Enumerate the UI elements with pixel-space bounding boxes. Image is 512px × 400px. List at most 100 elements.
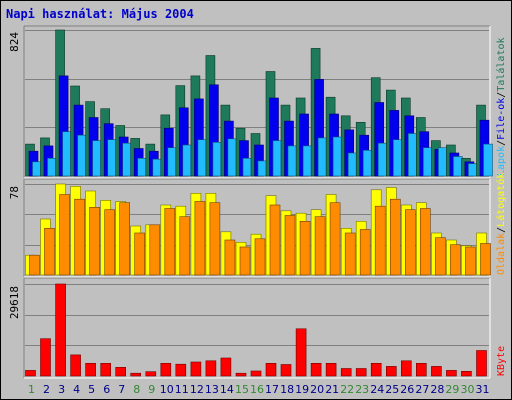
- bar-bottom-series-0-day-3: [55, 283, 66, 377]
- bar-bottom-series-0-day-10: [160, 362, 172, 377]
- chart-title: Napi használat: Május 2004: [6, 7, 194, 21]
- bar-top-series-2-day-5: [92, 140, 102, 177]
- bar-top-series-2-day-19: [302, 145, 313, 177]
- bar-bottom-series-0-day-4: [70, 354, 81, 377]
- bar-middle-series-1-day-7: [119, 202, 130, 276]
- bar-bottom-series-0-day-13: [205, 360, 217, 377]
- bar-top-series-2-day-25: [392, 139, 403, 177]
- bar-bottom-series-0-day-11: [175, 363, 187, 377]
- bar-bottom-series-0-day-22: [340, 368, 352, 377]
- bar-bottom-series-0-day-15: [235, 372, 247, 377]
- bar-bottom-series-0-day-2: [40, 338, 51, 377]
- panel-bottom: [23, 277, 491, 379]
- bar-middle-series-1-day-3: [59, 194, 70, 276]
- legend-top: Lapok/File-ok/Találatok: [495, 37, 507, 176]
- bar-middle-series-1-day-21: [329, 202, 341, 276]
- bar-middle-series-1-day-14: [224, 239, 236, 276]
- bar-middle-series-1-day-5: [89, 207, 100, 276]
- bar-middle-series-1-day-22: [344, 232, 356, 276]
- bar-bottom-series-0-day-24: [370, 362, 382, 377]
- x-tick-label-day-16: 16: [250, 383, 264, 396]
- y-axis-max-label: 824: [8, 32, 21, 52]
- bar-bottom-series-0-day-8: [130, 372, 141, 377]
- x-tick-label-day-30: 30: [461, 383, 475, 396]
- bar-bottom-series-0-day-30: [461, 370, 472, 377]
- x-tick-label-day-24: 24: [370, 383, 384, 396]
- bar-middle-series-1-day-20: [314, 216, 326, 276]
- bar-top-series-2-day-18: [287, 145, 298, 177]
- bar-top-series-2-day-17: [272, 140, 283, 177]
- x-tick-label-day-28: 28: [430, 383, 444, 396]
- bar-middle-series-1-day-11: [179, 216, 191, 276]
- x-tick-label-day-9: 9: [148, 383, 155, 396]
- legend-entry: Oldalak: [496, 233, 507, 275]
- bar-top-series-2-day-12: [197, 139, 208, 177]
- bar-top-series-2-day-7: [122, 142, 132, 177]
- bar-middle-series-1-day-2: [44, 228, 55, 276]
- panel-top: [23, 25, 493, 179]
- bar-middle-series-1-day-18: [284, 215, 296, 276]
- bar-middle-series-1-day-17: [269, 204, 281, 276]
- bar-middle-series-1-day-4: [74, 198, 85, 276]
- bar-top-series-2-day-14: [227, 138, 238, 177]
- bar-top-series-2-day-28: [438, 147, 448, 177]
- bar-bottom-series-0-day-9: [145, 371, 157, 377]
- bar-middle-series-1-day-30: [465, 246, 476, 276]
- bar-bottom-series-0-day-1: [25, 370, 36, 377]
- bar-bottom-series-0-day-21: [325, 362, 337, 377]
- bar-top-series-2-day-15: [242, 158, 253, 177]
- x-tick-label-day-10: 10: [160, 383, 174, 396]
- x-tick-label-day-13: 13: [205, 383, 219, 396]
- bar-top-series-2-day-27: [422, 147, 433, 177]
- bar-middle-series-1-day-29: [450, 244, 461, 276]
- bar-top-series-2-day-21: [332, 136, 343, 177]
- legend-entry: Lapok: [496, 146, 507, 176]
- x-tick-label-day-27: 27: [415, 383, 429, 396]
- bar-middle-series-1-day-24: [374, 205, 386, 276]
- x-tick-label-day-11: 11: [175, 383, 189, 396]
- x-tick-label-day-31: 31: [476, 383, 490, 396]
- bar-middle-series-1-day-1: [29, 254, 40, 276]
- x-tick-label-day-26: 26: [400, 383, 414, 396]
- bar-top-series-2-day-2: [47, 158, 57, 177]
- bar-middle-series-1-day-16: [254, 238, 266, 276]
- y-axis-max-label: 29618: [8, 286, 21, 319]
- x-tick-label-day-4: 4: [73, 383, 80, 396]
- x-tick-label-day-6: 6: [103, 383, 110, 396]
- bar-bottom-series-0-day-23: [355, 368, 367, 377]
- bar-middle-series-1-day-13: [209, 202, 221, 276]
- x-tick-label-day-15: 15: [235, 383, 249, 396]
- bar-top-series-2-day-24: [377, 142, 388, 177]
- bar-bottom-series-0-day-12: [190, 361, 202, 377]
- bar-top-series-2-day-3: [62, 131, 72, 177]
- bar-top-series-2-day-4: [77, 134, 87, 177]
- bar-middle-series-1-day-10: [164, 208, 176, 276]
- bar-bottom-series-0-day-20: [310, 362, 322, 377]
- x-tick-label-day-25: 25: [385, 383, 399, 396]
- legend-separator: /: [496, 227, 507, 233]
- bar-bottom-series-0-day-18: [280, 364, 292, 377]
- legend-separator: /: [496, 92, 507, 98]
- x-tick-label-day-20: 20: [310, 383, 324, 396]
- bar-top-series-2-day-29: [453, 156, 463, 177]
- panel-middle: [23, 178, 491, 278]
- y-axis-max-label: 78: [8, 186, 21, 199]
- x-tick-label-day-17: 17: [265, 383, 279, 396]
- bar-top-series-2-day-10: [167, 147, 178, 177]
- legend-entry: Találatok: [495, 37, 507, 91]
- bar-top-series-2-day-30: [468, 163, 478, 177]
- legend-entry: KByte: [496, 346, 507, 376]
- panel-background: [24, 278, 490, 378]
- x-tick-label-day-22: 22: [340, 383, 354, 396]
- bar-top-series-2-day-31: [483, 143, 493, 177]
- x-tick-label-day-23: 23: [355, 383, 369, 396]
- bar-bottom-series-0-day-14: [220, 357, 232, 377]
- x-tick-label-day-29: 29: [445, 383, 459, 396]
- bar-top-series-2-day-11: [182, 144, 193, 177]
- bar-bottom-series-0-day-26: [400, 360, 412, 377]
- bar-middle-series-1-day-31: [480, 243, 491, 276]
- bar-top-series-2-day-16: [257, 160, 268, 177]
- legend-entry: Látogatók: [495, 173, 507, 227]
- bar-bottom-series-0-day-17: [265, 362, 277, 377]
- x-tick-label-day-3: 3: [58, 383, 65, 396]
